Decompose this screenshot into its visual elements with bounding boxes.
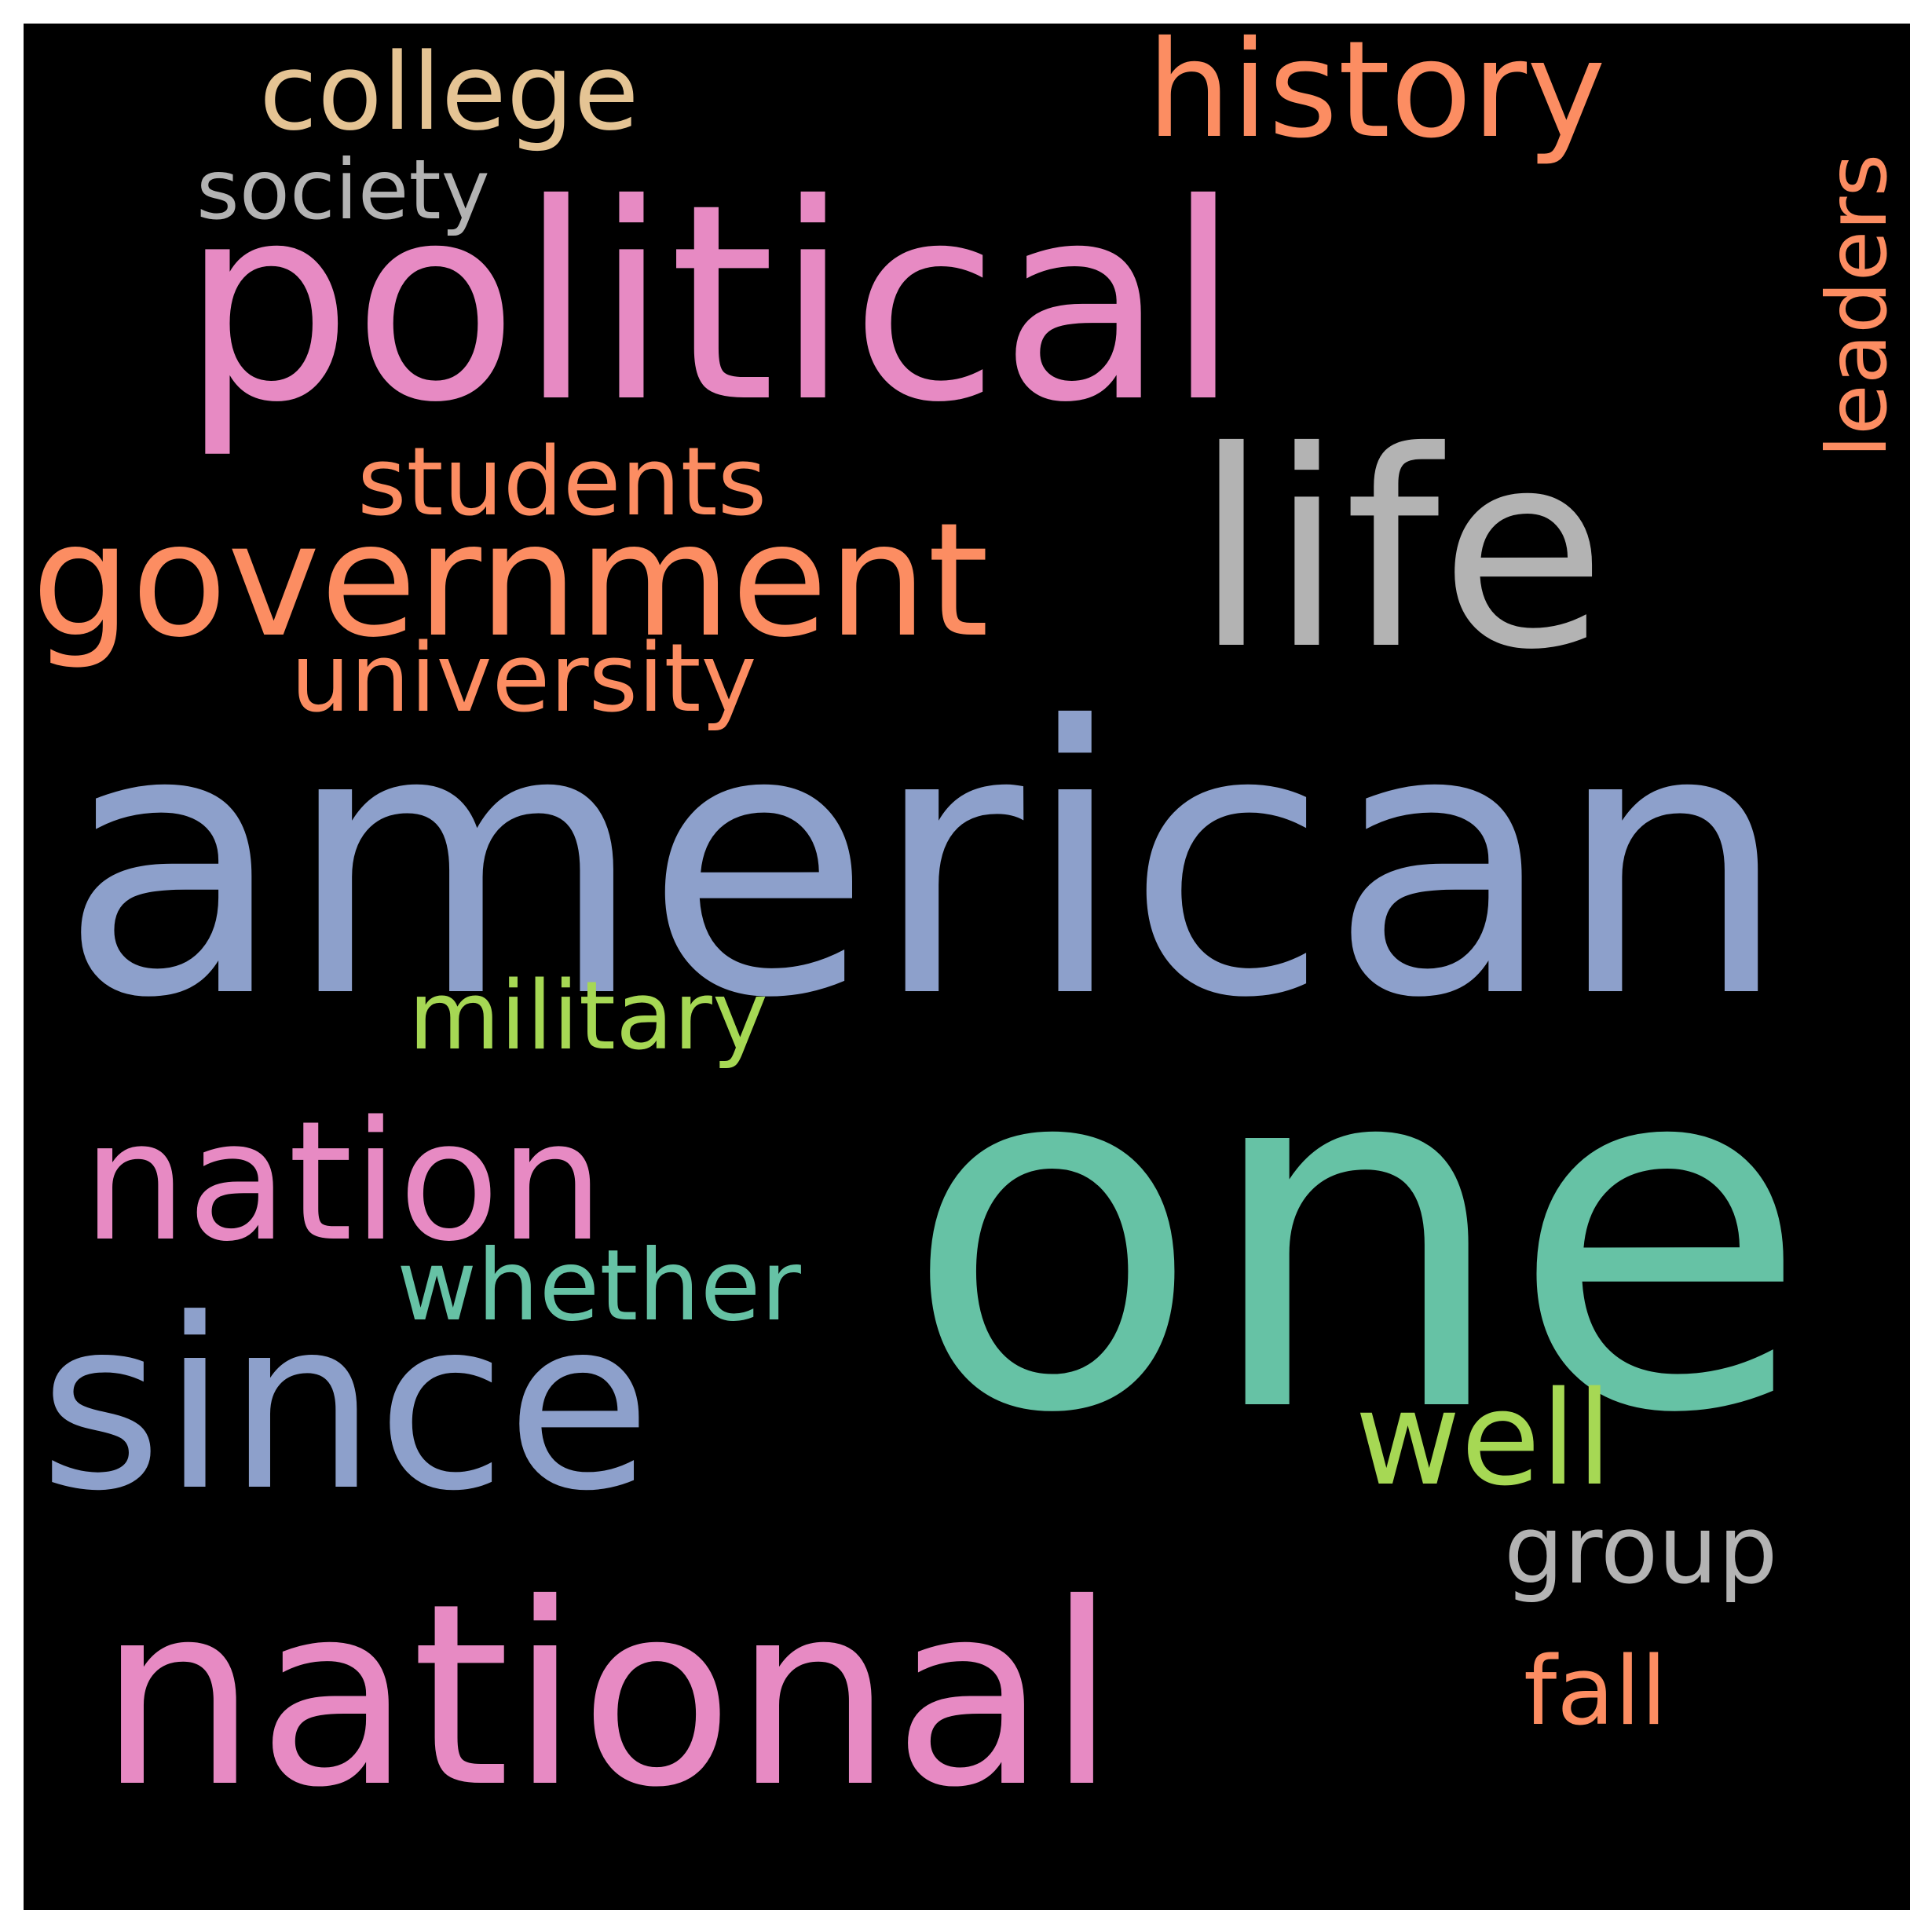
word-university: university	[291, 624, 757, 734]
word-military: military	[408, 962, 768, 1071]
word-nation: nation	[82, 1085, 605, 1278]
word-american: american	[59, 649, 1790, 1078]
word-since: since	[39, 1268, 652, 1542]
word-leaders: leaders	[1809, 153, 1905, 458]
word-students: students	[357, 428, 767, 537]
word-political: political	[181, 147, 1241, 462]
word-whether: whether	[397, 1229, 801, 1343]
word-national: national	[98, 1550, 1117, 1842]
word-group: group	[1504, 1496, 1778, 1605]
word-history: history	[1147, 24, 1606, 168]
word-well: well	[1355, 1363, 1613, 1514]
word-society: society	[196, 142, 490, 238]
word-government: government	[31, 489, 990, 672]
word-college: college	[259, 31, 639, 154]
word-life: life	[1194, 394, 1607, 709]
word-one: one	[903, 953, 1809, 1520]
word-fall: fall	[1524, 1637, 1667, 1747]
word-cloud-canvas: political life american one national sin…	[24, 24, 1910, 1910]
